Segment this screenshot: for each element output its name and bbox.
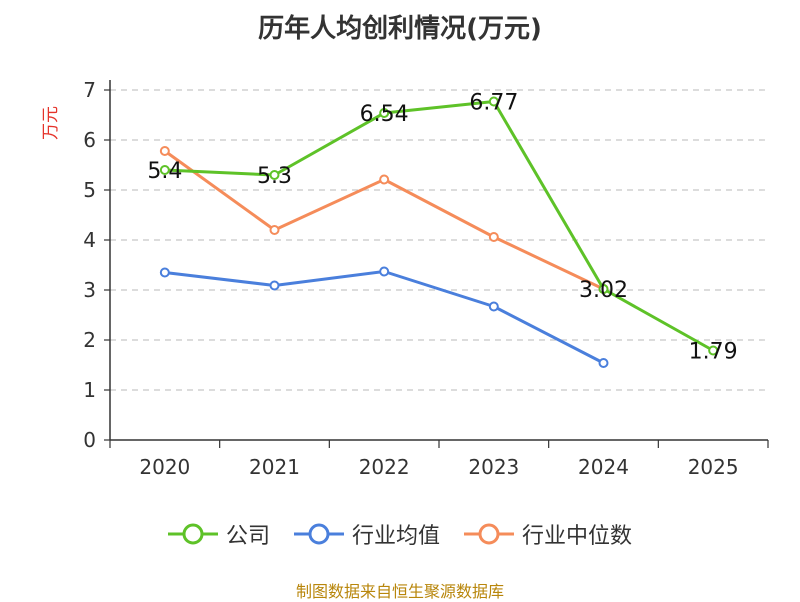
series-point-0 bbox=[379, 108, 390, 118]
y-axis-label: 万元 bbox=[41, 106, 61, 140]
axis-layer: 0 1 2 3 4 5 6 7 2020 2021 2022 2023 2024 2025 万元 bbox=[41, 78, 769, 479]
legend-line-marker-icon bbox=[464, 523, 514, 545]
series-point-0 bbox=[598, 284, 609, 294]
data-label: 5.4 bbox=[147, 159, 182, 184]
series-point-1 bbox=[598, 358, 609, 368]
y-tick-label: 4 bbox=[83, 228, 96, 252]
y-tick-label: 2 bbox=[83, 328, 96, 352]
series-line-0 bbox=[164, 100, 714, 352]
data-label: 5.3 bbox=[257, 164, 292, 189]
data-label-layer: 5.4 5.3 6.54 6.77 3.02 1.79 bbox=[147, 91, 737, 365]
series-point-2 bbox=[269, 225, 280, 235]
series-point-0 bbox=[269, 170, 280, 180]
legend-label-industry-median: 行业中位数 bbox=[522, 524, 633, 549]
x-tick-label: 2024 bbox=[578, 455, 629, 479]
y-tick-label: 5 bbox=[83, 178, 96, 202]
series-point-1 bbox=[159, 267, 170, 278]
chart-title: 历年人均创利情况(万元) bbox=[258, 14, 542, 44]
series-point-0 bbox=[488, 96, 499, 107]
y-tick-label: 6 bbox=[83, 128, 96, 152]
series-line-1 bbox=[164, 270, 605, 365]
x-tick-label: 2025 bbox=[688, 455, 739, 479]
series-point-2 bbox=[379, 174, 390, 185]
legend-label-industry-mean: 行业均值 bbox=[351, 524, 440, 549]
y-tick-label: 1 bbox=[83, 378, 96, 402]
series-point-1 bbox=[379, 266, 390, 277]
y-tick-label: 7 bbox=[83, 78, 96, 102]
series-point-1 bbox=[269, 280, 280, 291]
series-layer bbox=[159, 96, 719, 368]
data-label: 3.02 bbox=[579, 278, 628, 303]
legend-item-industry-mean[interactable]: 行业均值 bbox=[293, 518, 440, 550]
x-tick-label: 2020 bbox=[139, 455, 190, 479]
series-point-1 bbox=[488, 301, 499, 312]
series-point-0 bbox=[159, 165, 170, 175]
legend-line-marker-icon bbox=[167, 523, 218, 545]
data-label: 6.54 bbox=[360, 102, 409, 127]
legend-item-industry-median[interactable]: 行业中位数 bbox=[464, 518, 632, 550]
data-label: 6.77 bbox=[469, 91, 518, 116]
series-point-0 bbox=[708, 345, 719, 356]
series-point-2 bbox=[488, 232, 499, 242]
legend-line-marker-icon bbox=[293, 523, 344, 545]
source-note: 制图数据来自恒生聚源数据库 bbox=[295, 582, 504, 601]
legend: 公司 行业均值 行业中位数 bbox=[0, 518, 800, 550]
legend-label-company: 公司 bbox=[225, 524, 270, 549]
y-tick-label: 0 bbox=[83, 428, 96, 452]
x-tick-label: 2021 bbox=[249, 455, 300, 479]
y-tick-label: 3 bbox=[83, 278, 96, 302]
data-label: 1.79 bbox=[689, 340, 738, 365]
x-tick-label: 2023 bbox=[468, 455, 519, 479]
legend-item-company[interactable]: 公司 bbox=[167, 518, 270, 550]
series-point-2 bbox=[159, 146, 170, 156]
x-tick-label: 2022 bbox=[359, 455, 410, 479]
grid-layer bbox=[110, 89, 768, 391]
